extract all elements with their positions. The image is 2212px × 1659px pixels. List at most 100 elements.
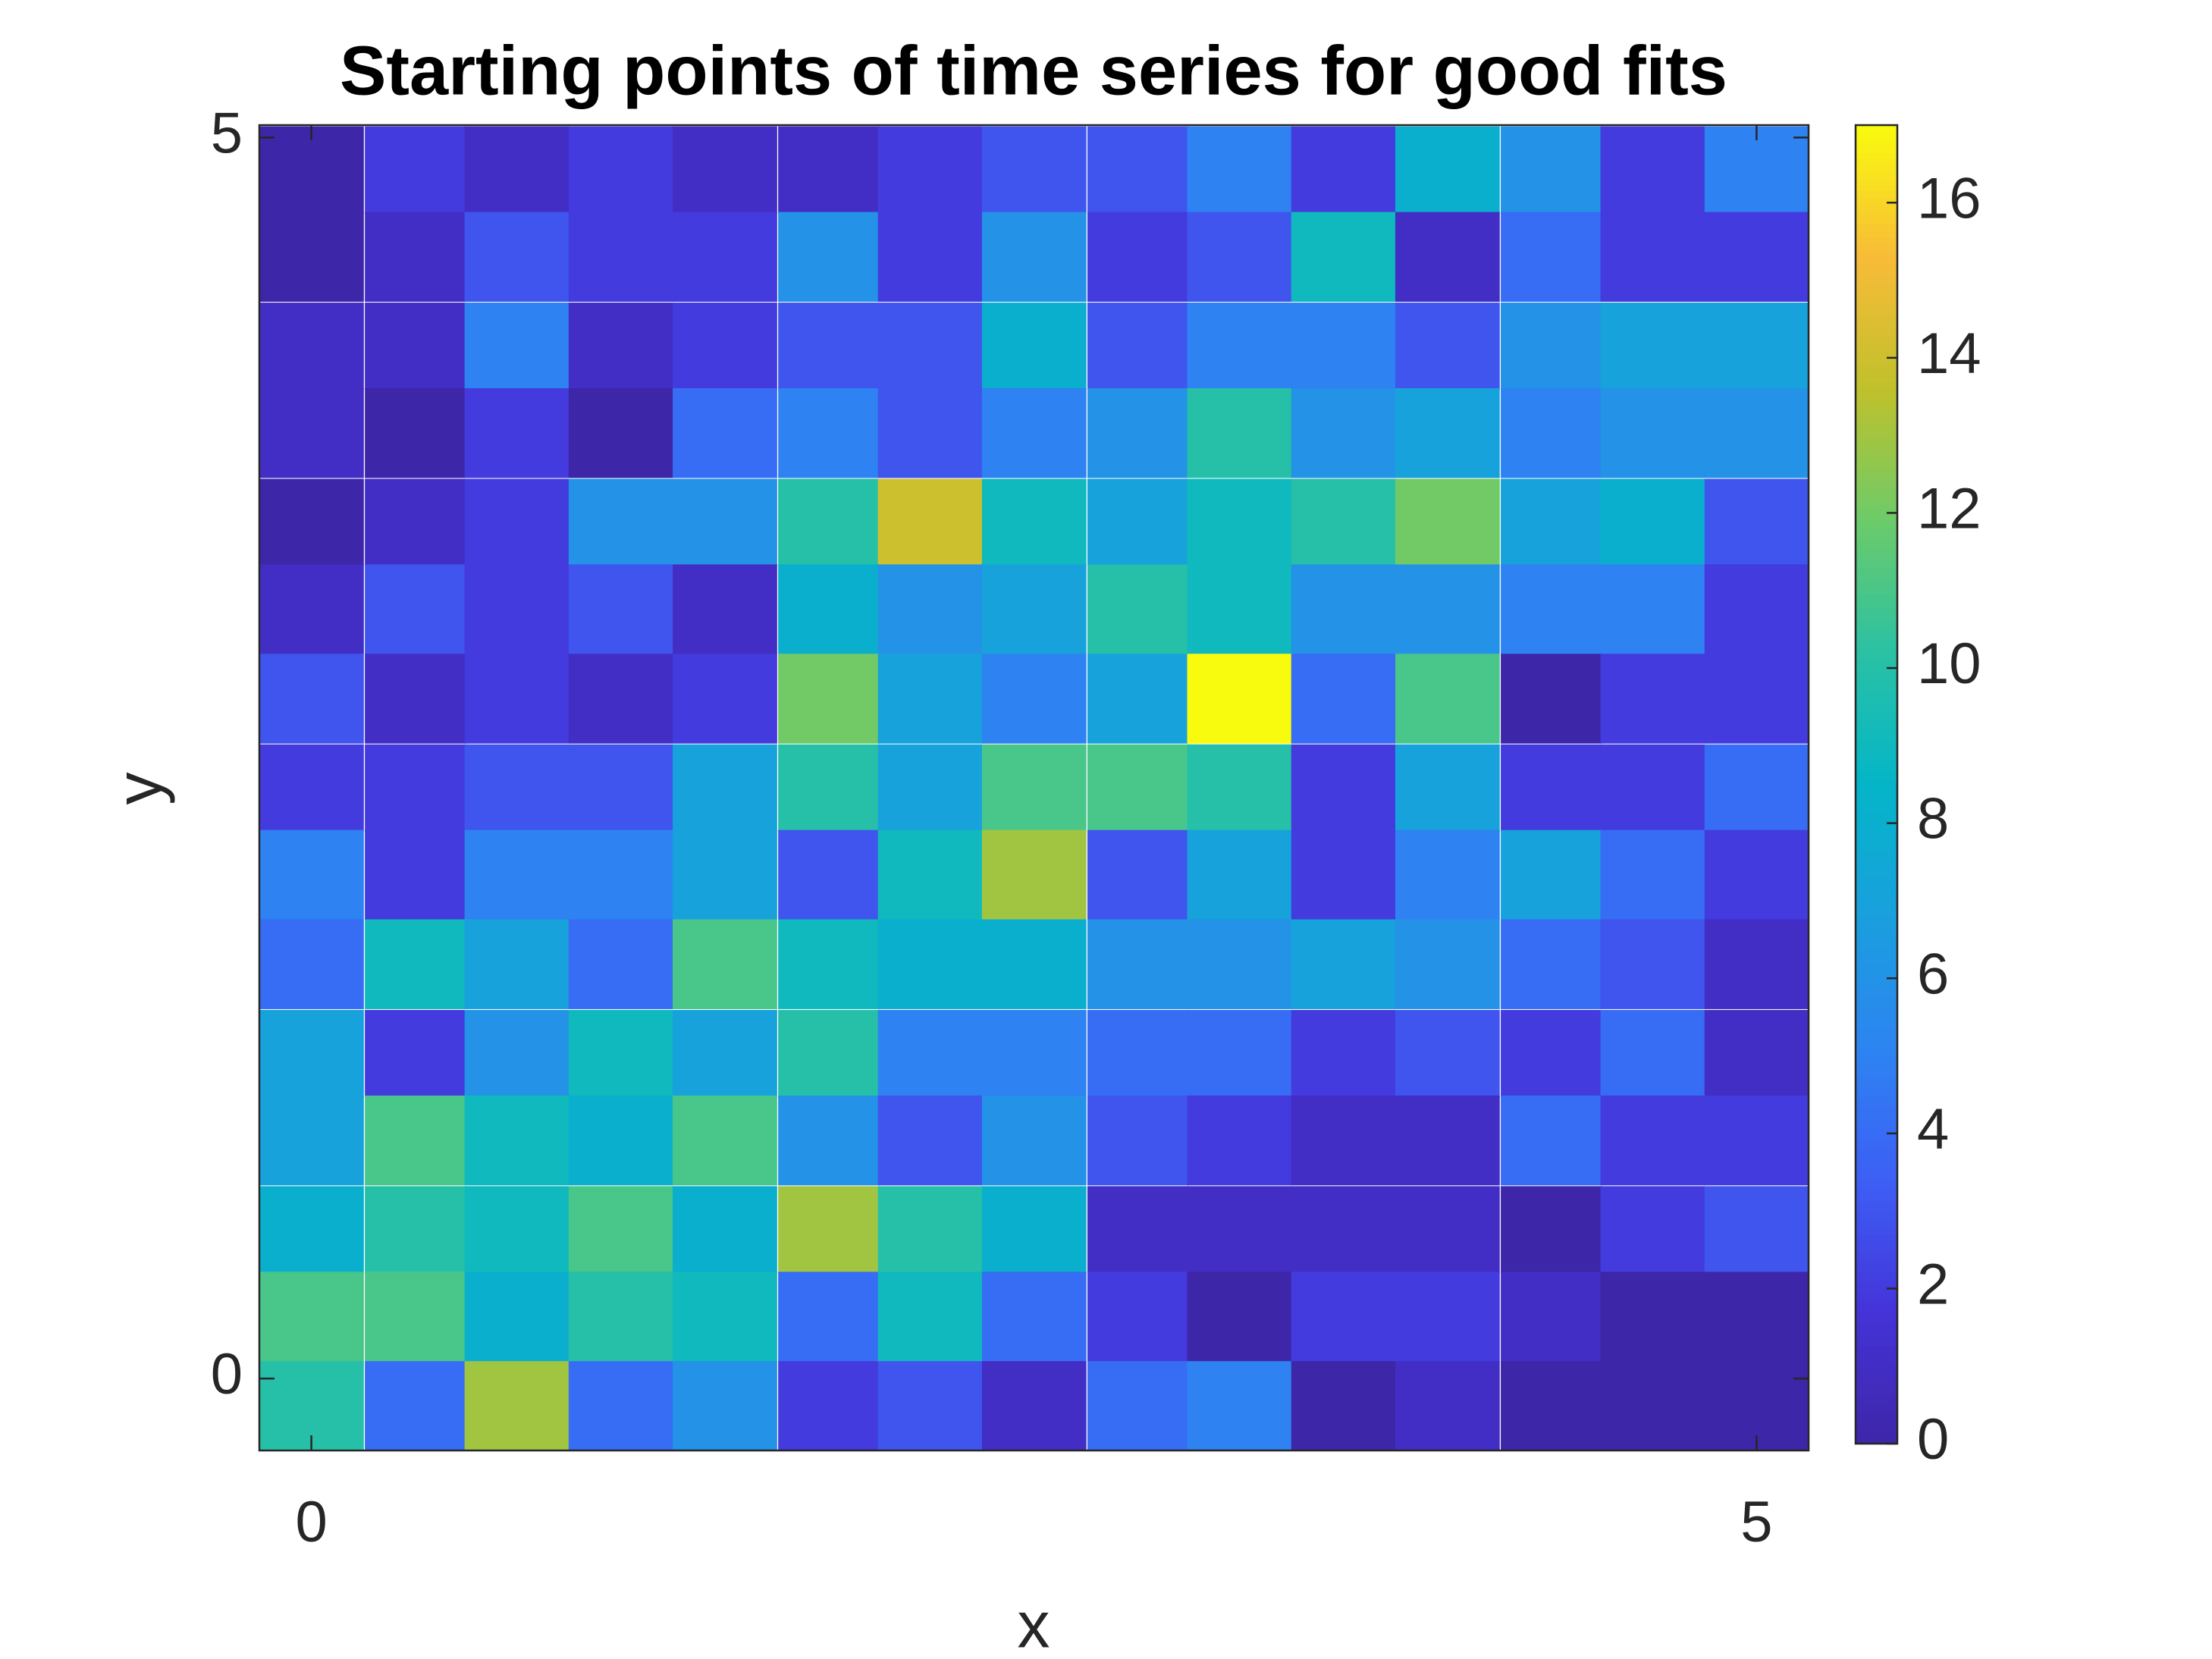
colorbar-swatch [1856,1259,1897,1267]
colorbar-swatch [1856,593,1897,601]
cell [877,212,983,303]
cell [981,830,1087,920]
colorbar-swatch [1856,632,1897,641]
colorbar-swatch [1856,639,1897,647]
colorbar-swatch [1856,1134,1897,1141]
cell [673,387,777,478]
cell [877,126,983,214]
cell [1501,478,1603,566]
cell [778,1009,880,1098]
colorbar-swatch [1856,1318,1897,1326]
cell [1600,212,1705,303]
cell [365,1009,467,1098]
colorbar-swatch [1856,494,1897,502]
colorbar-swatch [1856,619,1897,627]
cell [778,564,880,654]
colorbar-swatch [1856,190,1897,199]
colorbar-swatch [1856,613,1897,620]
colorbar-swatch [1856,1186,1897,1194]
colorbar-swatch [1856,1061,1897,1069]
cell [981,564,1087,654]
colorbar-swatch [1856,1364,1897,1372]
cell [259,1186,364,1274]
colorbar-swatch [1856,434,1897,443]
colorbar-swatch [1856,283,1897,291]
colorbar-swatch [1856,936,1897,943]
colorbar-swatch [1856,1226,1897,1234]
colorbar-swatch [1856,1087,1897,1095]
colorbar-swatch [1856,1344,1897,1353]
colorbar-swatch [1856,197,1897,205]
cell [365,830,467,920]
cell [1395,1186,1500,1274]
colorbar-swatch [1856,1041,1897,1049]
cell [1291,564,1396,654]
colorbar-swatch [1856,1298,1897,1306]
cell [464,654,569,744]
colorbar-swatch [1856,1107,1897,1115]
cell [1395,830,1500,920]
cell [1087,1272,1190,1362]
cell [1291,387,1396,478]
cell [1087,126,1190,214]
cell [1704,1095,1809,1186]
cell [1291,744,1396,832]
colorbar-tick-label: 10 [1917,632,1981,696]
cell [1501,830,1603,920]
cell [259,564,364,654]
colorbar-swatch [1856,303,1897,311]
cell [877,919,983,1009]
cell [673,564,777,654]
colorbar-swatch [1856,1239,1897,1247]
cell [259,478,364,566]
colorbar-swatch [1856,520,1897,528]
cell [365,1361,467,1450]
colorbar-swatch [1856,316,1897,324]
cell [568,564,673,654]
colorbar-swatch [1856,738,1897,746]
colorbar-swatch [1856,757,1897,766]
cell [1704,564,1809,654]
cell [259,1272,364,1362]
colorbar-swatch [1856,1180,1897,1187]
cell [1600,1009,1705,1098]
cell [1704,830,1809,920]
cell [1187,654,1292,744]
cell [464,830,569,920]
cell [1600,1095,1705,1186]
colorbar-swatch [1856,903,1897,911]
cell [673,126,777,214]
cell [877,303,983,390]
cell [1501,564,1603,654]
colorbar-swatch [1856,877,1897,884]
cell [1291,303,1396,390]
cell [1704,744,1809,832]
cell [1704,1186,1809,1274]
cell [1187,387,1292,478]
colorbar-swatch [1856,1021,1897,1030]
cell [1501,387,1603,478]
cell [1291,1186,1396,1274]
chart-title: Starting points of time series for good … [340,32,1727,109]
cell [778,212,880,303]
colorbar-swatch [1856,1100,1897,1109]
colorbar-swatch [1856,243,1897,252]
cell [1395,126,1500,214]
colorbar-swatch [1856,500,1897,509]
cell [1187,1095,1292,1186]
cell [1087,303,1190,390]
colorbar-swatch [1856,474,1897,482]
colorbar-swatch [1856,949,1897,957]
colorbar-tick-label: 6 [1917,942,1949,1006]
colorbar-swatch [1856,554,1897,561]
colorbar-swatch [1856,1351,1897,1359]
colorbar-swatch [1856,889,1897,898]
colorbar-tick-label: 0 [1917,1407,1949,1472]
cell [1395,1361,1500,1450]
cell [778,478,880,566]
colorbar-swatch [1856,659,1897,666]
cell [981,1095,1087,1186]
cell [568,919,673,1009]
cell [1501,1361,1603,1450]
